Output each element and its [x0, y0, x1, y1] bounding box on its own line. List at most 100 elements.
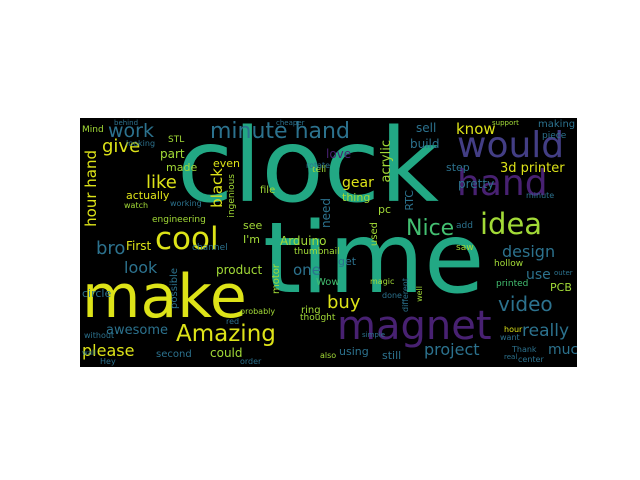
word-know: know — [456, 120, 496, 138]
word-made: made — [166, 161, 198, 174]
word-real: real — [504, 353, 518, 361]
word-step: step — [446, 161, 470, 174]
word-center: center — [518, 355, 544, 364]
word-also: also — [320, 351, 337, 360]
word-hour-hand: hour hand — [82, 150, 100, 227]
word-time: time — [263, 202, 485, 316]
word-magic: magic — [370, 277, 395, 286]
word-arduino: Arduino — [280, 234, 327, 248]
word-like: like — [146, 172, 177, 193]
word-mind: Mind — [82, 125, 104, 135]
word-3d-printer: 3d printer — [500, 161, 565, 176]
word-really: really — [522, 321, 569, 341]
word-wow: Wow — [316, 277, 340, 288]
word-motor: motor — [271, 264, 282, 295]
word-stl: STL — [168, 135, 185, 145]
word-hour: hour — [504, 325, 523, 334]
word-wall: wall — [82, 349, 96, 357]
word-awesome: awesome — [106, 323, 168, 338]
word-cool: cool — [155, 221, 219, 257]
word-well: well — [415, 286, 424, 302]
word-gear: gear — [342, 175, 374, 191]
word-hey: Hey — [100, 357, 116, 366]
word-would: would — [457, 125, 565, 166]
word-work: work — [108, 120, 154, 142]
word-printed: printed — [496, 279, 529, 289]
word-want: want — [500, 333, 520, 342]
word-probably: probably — [240, 307, 276, 316]
word-sell: sell — [416, 121, 437, 135]
word-hollow: hollow — [494, 259, 524, 269]
word-behind: behind — [114, 119, 139, 127]
word-need: need — [319, 198, 333, 228]
word-channel: channel — [192, 243, 228, 253]
word-support: support — [492, 119, 519, 127]
word-make: make — [82, 262, 247, 332]
word-piece: piece — [542, 131, 567, 141]
word-cheaper: cheaper — [276, 119, 305, 127]
word-design: design — [502, 242, 556, 261]
word-second: second — [156, 349, 192, 360]
word-could: could — [210, 346, 243, 360]
word-bro: bro — [96, 238, 126, 259]
word-possible: possible — [169, 268, 180, 309]
word-product: product — [216, 263, 263, 277]
word-see: see — [243, 219, 263, 232]
word-ingenious: ingenious — [227, 174, 237, 218]
word-acrylic: acrylic — [379, 140, 394, 183]
word-nice: Nice — [406, 216, 455, 241]
word-much: much — [548, 342, 577, 358]
word-clock: clock — [177, 118, 439, 226]
word-order: order — [240, 357, 262, 366]
word-circle: circle — [82, 287, 112, 300]
word-black: black — [208, 168, 226, 208]
word-add: add — [456, 221, 473, 231]
word-done: done — [382, 291, 402, 300]
word-cloud: clock time make magnet would hand idea c… — [80, 118, 577, 367]
word-rtc: RTC — [403, 190, 416, 211]
word-pretty: pretty — [458, 177, 495, 191]
word-pcb: PCB — [550, 281, 572, 294]
word-pc: pc — [378, 203, 392, 216]
word-look: look — [124, 258, 158, 277]
word-saw: saw — [456, 243, 474, 253]
word-amazing: Amazing — [176, 321, 276, 347]
word-without: without — [84, 331, 115, 340]
word-thank: Thank — [512, 345, 537, 354]
word-first: First — [126, 239, 152, 253]
word-working: working — [170, 199, 202, 208]
word-one: one — [293, 261, 321, 279]
word-im: I'm — [243, 233, 260, 246]
word-ring: ring — [301, 305, 321, 316]
word-buy: buy — [327, 292, 361, 313]
word-minute-hand: minute hand — [210, 119, 350, 144]
word-still: still — [382, 349, 402, 362]
word-thought: thought — [300, 313, 336, 323]
word-magnet: magnet — [337, 303, 492, 349]
word-give: give — [102, 136, 141, 157]
word-outer: outer — [554, 269, 573, 277]
word-love: love — [326, 147, 352, 161]
word-engineering: engineering — [152, 215, 206, 225]
word-making: making — [538, 119, 576, 130]
word-using: using — [339, 345, 369, 358]
word-simple: simple — [362, 331, 386, 339]
word-looking: looking — [126, 139, 156, 148]
word-idea: idea — [480, 207, 543, 241]
word-actually: actually — [126, 189, 170, 202]
word-tell: tell — [312, 165, 327, 175]
word-video: video — [498, 292, 553, 316]
word-different: different — [401, 278, 410, 312]
word-file: file — [260, 185, 276, 196]
word-please: please — [82, 341, 135, 360]
word-part: part — [160, 147, 185, 161]
word-project: project — [424, 340, 480, 359]
word-watch: watch — [124, 201, 149, 210]
word-even: even — [213, 157, 241, 170]
word-build: build — [410, 137, 440, 151]
word-use: use — [526, 267, 551, 283]
word-get: get — [338, 255, 357, 268]
word-hand: hand — [457, 163, 548, 204]
word-rotate: rotate — [306, 161, 331, 170]
word-thumbnail: thumbnail — [294, 247, 340, 257]
